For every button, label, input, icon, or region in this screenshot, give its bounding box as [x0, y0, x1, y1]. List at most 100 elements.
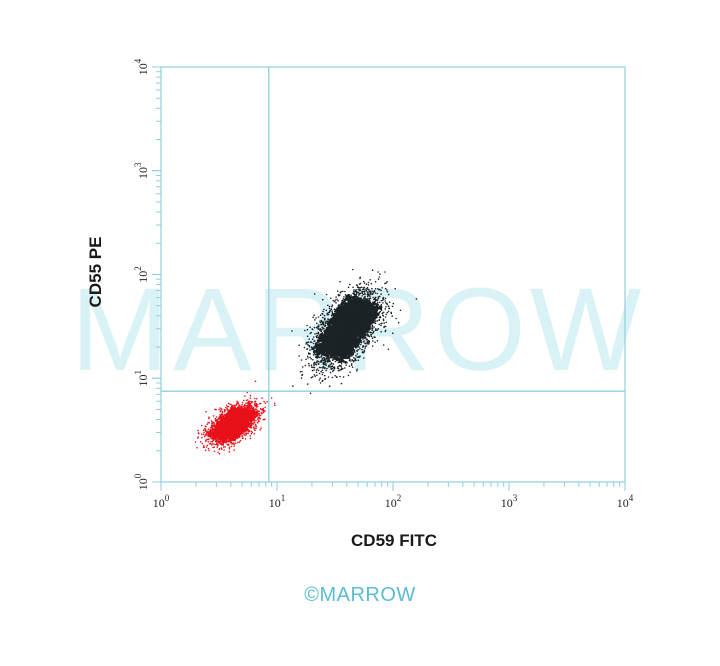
data-point — [244, 416, 248, 420]
data-point — [300, 359, 303, 361]
data-point — [365, 288, 367, 291]
data-point — [238, 436, 241, 439]
data-point — [356, 284, 359, 287]
data-point — [245, 399, 248, 402]
data-point — [219, 407, 222, 409]
data-point — [365, 283, 368, 286]
data-point — [253, 404, 256, 406]
data-point — [223, 410, 226, 413]
data-point — [377, 328, 380, 330]
data-point — [237, 425, 240, 429]
data-point — [241, 432, 244, 435]
data-point — [218, 452, 221, 455]
data-point — [227, 416, 231, 419]
data-point — [204, 425, 207, 428]
data-point — [244, 429, 247, 431]
data-point — [291, 330, 293, 332]
data-point — [219, 410, 222, 413]
data-point — [329, 371, 332, 374]
data-point — [209, 431, 212, 435]
data-point — [394, 287, 397, 290]
data-point — [362, 341, 365, 343]
data-point — [378, 276, 381, 278]
data-point — [367, 297, 369, 300]
data-point — [362, 288, 364, 291]
data-point — [264, 402, 267, 405]
data-point — [227, 402, 230, 405]
data-point — [254, 400, 257, 403]
data-point — [225, 406, 227, 409]
data-point — [201, 436, 203, 439]
data-point — [255, 408, 258, 411]
data-point — [266, 401, 268, 403]
data-point — [212, 425, 214, 428]
data-point — [243, 425, 247, 429]
data-point — [299, 371, 302, 373]
data-point — [220, 408, 223, 411]
data-point — [206, 423, 209, 426]
data-point — [229, 403, 231, 405]
data-point — [237, 418, 241, 422]
data-point — [323, 319, 326, 321]
data-point — [337, 361, 340, 364]
data-point — [240, 413, 244, 417]
data-point — [250, 411, 254, 415]
data-point — [202, 446, 205, 449]
data-point — [309, 341, 312, 343]
data-point — [213, 426, 216, 428]
data-point — [206, 431, 209, 434]
data-point — [350, 294, 352, 297]
data-point — [218, 442, 221, 444]
data-point — [382, 344, 385, 346]
data-point — [292, 385, 294, 387]
data-point — [312, 354, 315, 356]
data-point — [345, 364, 348, 366]
data-point — [227, 412, 231, 415]
data-point — [254, 380, 257, 383]
data-point — [254, 397, 256, 400]
data-point — [371, 269, 374, 272]
data-point — [365, 339, 368, 341]
data-point — [363, 291, 366, 293]
data-point — [208, 438, 210, 440]
data-point — [227, 405, 230, 408]
data-point — [306, 355, 309, 358]
data-point — [221, 416, 224, 418]
data-point — [303, 346, 306, 349]
data-point — [237, 432, 240, 436]
data-point — [344, 290, 346, 293]
data-point — [264, 410, 266, 412]
data-point — [254, 429, 256, 432]
data-point — [219, 430, 223, 433]
data-point — [333, 308, 336, 311]
data-point — [313, 326, 316, 329]
data-point — [218, 427, 222, 431]
data-point — [385, 302, 387, 304]
data-point — [241, 435, 243, 438]
data-point — [210, 420, 213, 422]
data-point — [220, 443, 222, 446]
data-point — [250, 430, 252, 433]
data-point — [386, 311, 389, 314]
data-point — [317, 369, 320, 372]
data-point — [307, 357, 309, 359]
data-point — [223, 439, 225, 442]
data-point — [316, 374, 318, 377]
data-point — [254, 411, 257, 414]
data-point — [239, 439, 242, 442]
data-point — [304, 329, 306, 332]
data-point — [322, 363, 325, 366]
data-point — [249, 397, 252, 399]
data-point — [245, 402, 247, 405]
data-point — [256, 403, 259, 406]
data-point — [248, 430, 250, 433]
data-point — [310, 341, 313, 344]
data-point — [264, 418, 266, 421]
data-point — [313, 293, 316, 295]
data-point — [238, 441, 241, 443]
data-point — [339, 281, 341, 283]
data-point — [300, 377, 303, 379]
data-point — [325, 309, 328, 312]
data-point — [337, 367, 340, 370]
data-point — [217, 451, 219, 454]
